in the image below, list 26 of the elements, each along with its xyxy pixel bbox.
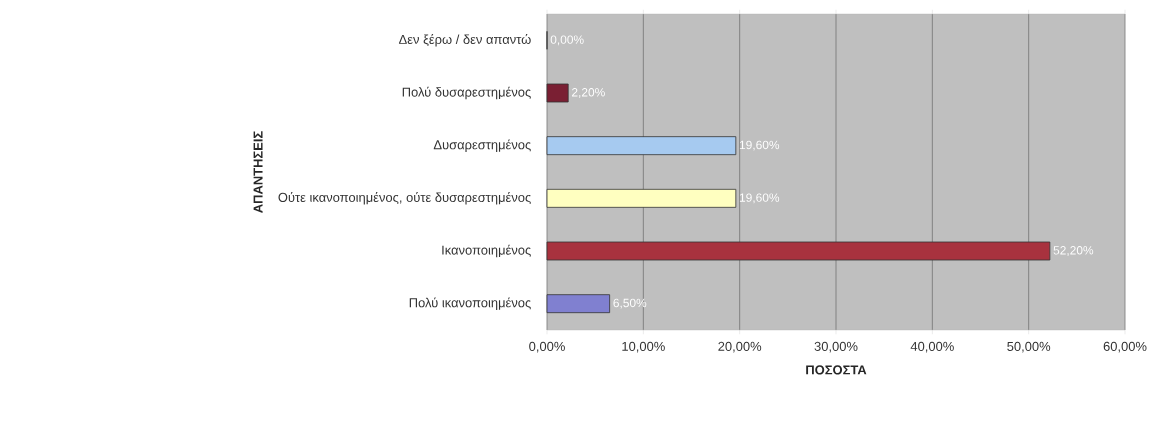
y-tick-label: Ικανοποιημένος xyxy=(442,244,531,258)
bar xyxy=(546,83,569,103)
y-tick-label: Ούτε ικανοποιημένος, ούτε δυσαρεστημένος xyxy=(278,192,531,205)
x-tick-label: 10,00% xyxy=(622,341,665,353)
bar xyxy=(546,294,611,314)
y-tick-label: Πολύ ικανοποιημένος xyxy=(409,297,531,310)
x-tick-label: 0,00% xyxy=(529,341,565,353)
data-label: 19,60% xyxy=(739,193,780,204)
y-tick-label: Δυσαρεστημένος xyxy=(433,139,531,152)
bar xyxy=(546,241,1051,261)
y-tick-label: Πολύ δυσαρεστημένος xyxy=(402,86,531,100)
data-label: 52,20% xyxy=(1053,246,1094,256)
data-label: 2,20% xyxy=(571,88,605,98)
x-tick-label: 30,00% xyxy=(814,341,858,353)
data-label: 19,60% xyxy=(739,140,780,151)
x-axis-title: ΠΟΣΟΣΤΑ xyxy=(806,365,867,375)
bar xyxy=(546,188,737,208)
x-tick-label: 20,00% xyxy=(718,341,762,353)
y-axis-title: ΑΠΑΝΤΗΣΕΙΣ xyxy=(253,131,263,213)
bar xyxy=(546,136,737,156)
x-tick-label: 60,00% xyxy=(1103,341,1147,353)
x-tick-label: 40,00% xyxy=(910,341,954,353)
y-tick-label: Δεν ξέρω / δεν απαντώ xyxy=(398,34,531,47)
data-label: 0,00% xyxy=(550,35,584,46)
x-tick-label: 50,00% xyxy=(1007,341,1051,353)
data-label: 6,50% xyxy=(613,298,647,309)
